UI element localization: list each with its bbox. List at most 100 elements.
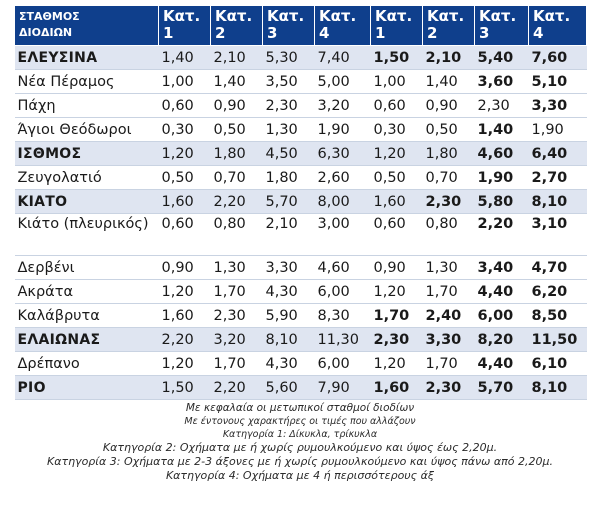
new-price-cell: 1,20 bbox=[370, 351, 423, 376]
kat-word: Κατ. bbox=[215, 7, 253, 25]
old-price-cell: 6,00 bbox=[314, 279, 371, 304]
old-price-cell: 3,50 bbox=[262, 69, 315, 94]
new-price-cell: 8,10 bbox=[528, 375, 587, 400]
old-price-cell: 1,60 bbox=[158, 303, 211, 328]
old-price-cell: 0,80 bbox=[210, 213, 263, 256]
new-price-cell: 11,50 bbox=[528, 327, 587, 352]
old-price-cell: 0,50 bbox=[158, 165, 211, 190]
new-price-cell: 2,70 bbox=[528, 165, 587, 190]
old-price-cell: 6,30 bbox=[314, 141, 371, 166]
new-price-cell: 0,90 bbox=[370, 255, 423, 280]
new-price-cell: 2,10 bbox=[422, 45, 475, 70]
old-price-cell: 1,20 bbox=[158, 141, 211, 166]
new-price-cell: 0,50 bbox=[422, 117, 475, 142]
old-price-cell: 0,30 bbox=[158, 117, 211, 142]
new-price-cell: 2,30 bbox=[370, 327, 423, 352]
kat-word: Κατ. bbox=[479, 7, 517, 25]
new-price-cell: 0,90 bbox=[422, 93, 475, 118]
table-row: Πάχη 0,60 0,90 2,30 3,20 0,60 0,90 2,30 3,30 bbox=[14, 93, 587, 118]
old-price-cell: 0,60 bbox=[158, 213, 211, 256]
old-price-cell: 5,00 bbox=[314, 69, 371, 94]
old-price-cell: 0,90 bbox=[210, 93, 263, 118]
old-price-cell: 1,90 bbox=[314, 117, 371, 142]
footnote-uppercase: Με κεφαλαία οι μετωπικοί σταθμοί διοδίων bbox=[185, 402, 415, 414]
new-price-cell: 8,20 bbox=[474, 327, 529, 352]
kat-number: 1 bbox=[375, 24, 386, 42]
table-row: ΕΛΕΥΣΙΝΑ 1,40 2,10 5,30 7,40 1,50 2,10 5,40 7,60 bbox=[14, 45, 587, 70]
station-name: Καλάβρυτα bbox=[14, 303, 159, 328]
old-price-cell: 0,70 bbox=[210, 165, 263, 190]
kat-word: Κατ. bbox=[163, 7, 201, 25]
new-price-cell: 1,20 bbox=[370, 279, 423, 304]
old-price-cell: 4,50 bbox=[262, 141, 315, 166]
new-price-cell: 7,60 bbox=[528, 45, 587, 70]
new-price-cell: 2,30 bbox=[422, 375, 475, 400]
kat-word: Κατ. bbox=[375, 7, 413, 25]
old-price-cell: 4,30 bbox=[262, 279, 315, 304]
old-price-cell: 2,30 bbox=[210, 303, 263, 328]
toll-price-table: ΣΤΑΘΜΟΣ ΔΙΟΔΙΩΝ Κατ. 1 Κατ. 2 Κατ. 3 Κατ. 4 … bbox=[14, 5, 587, 400]
new-price-cell: 1,60 bbox=[370, 189, 423, 214]
old-price-cell: 2,10 bbox=[262, 213, 315, 256]
old-price-cell: 2,60 bbox=[314, 165, 371, 190]
footnote-category-2: Κατηγορία 2: Οχήματα με ή χωρίς ρυμουλκο… bbox=[102, 441, 498, 454]
table-row: Δρέπανο 1,20 1,70 4,30 6,00 1,20 1,70 4,40 6,10 bbox=[14, 351, 587, 376]
table-row: Δερβένι 0,90 1,30 3,30 4,60 0,90 1,30 3,40 4,70 bbox=[14, 255, 587, 280]
new-price-cell: 2,30 bbox=[474, 93, 529, 118]
old-price-cell: 1,70 bbox=[210, 351, 263, 376]
table-row: ΡΙΟ 1,50 2,20 5,60 7,90 1,60 2,30 5,70 8,10 bbox=[14, 375, 587, 400]
new-price-cell: 1,80 bbox=[422, 141, 475, 166]
kat-word: Κατ. bbox=[427, 7, 465, 25]
table-header-row: ΣΤΑΘΜΟΣ ΔΙΟΔΙΩΝ Κατ. 1 Κατ. 2 Κατ. 3 Κατ. 4 … bbox=[14, 5, 587, 46]
new-price-cell: 2,20 bbox=[474, 213, 529, 256]
station-name: Άγιοι Θεόδωροι bbox=[14, 117, 159, 142]
new-price-cell: 1,40 bbox=[422, 69, 475, 94]
new-price-cell: 3,30 bbox=[422, 327, 475, 352]
old-price-cell: 2,20 bbox=[210, 375, 263, 400]
old-price-cell: 3,00 bbox=[314, 213, 371, 256]
new-price-cell: 4,60 bbox=[474, 141, 529, 166]
new-price-cell: 8,50 bbox=[528, 303, 587, 328]
kat-number: 3 bbox=[479, 24, 490, 42]
table-row: Κιάτο (πλευρικός) 0,60 0,80 2,10 3,00 0,60 0,8… bbox=[14, 213, 587, 256]
old-price-cell: 1,00 bbox=[158, 69, 211, 94]
station-header-line2: ΔΙΟΔΙΩΝ bbox=[19, 26, 73, 39]
new-price-cell: 5,10 bbox=[528, 69, 587, 94]
station-name: Ακράτα bbox=[14, 279, 159, 304]
old-price-cell: 6,00 bbox=[314, 351, 371, 376]
category-header: Κατ. 2 bbox=[422, 5, 475, 46]
old-price-cell: 2,10 bbox=[210, 45, 263, 70]
new-price-cell: 3,40 bbox=[474, 255, 529, 280]
station-name: ΡΙΟ bbox=[14, 375, 159, 400]
category-header: Κατ. 3 bbox=[262, 5, 315, 46]
new-price-cell: 0,60 bbox=[370, 213, 423, 256]
table-row: Ζευγολατιό 0,50 0,70 1,80 2,60 0,50 0,70 1,90 2,… bbox=[14, 165, 587, 190]
station-name: Δρέπανο bbox=[14, 351, 159, 376]
category-header: Κατ. 1 bbox=[370, 5, 423, 46]
table-row: Νέα Πέραμος 1,00 1,40 3,50 5,00 1,00 1,40 3,60 5… bbox=[14, 69, 587, 94]
old-price-cell: 3,30 bbox=[262, 255, 315, 280]
old-price-cell: 1,80 bbox=[210, 141, 263, 166]
old-price-cell: 2,20 bbox=[210, 189, 263, 214]
new-price-cell: 1,90 bbox=[528, 117, 587, 142]
station-name: Ζευγολατιό bbox=[14, 165, 159, 190]
footnote-category-4: Κατηγορία 4: Οχήματα με 4 ή περισσότερου… bbox=[165, 469, 435, 482]
new-price-cell: 1,70 bbox=[422, 279, 475, 304]
new-price-cell: 6,00 bbox=[474, 303, 529, 328]
old-price-cell: 1,80 bbox=[262, 165, 315, 190]
old-price-cell: 2,20 bbox=[158, 327, 211, 352]
old-price-cell: 0,60 bbox=[158, 93, 211, 118]
table-row: Καλάβρυτα 1,60 2,30 5,90 8,30 1,70 2,40 6,00 8,5… bbox=[14, 303, 587, 328]
table-row: Άγιοι Θεόδωροι 0,30 0,50 1,30 1,90 0,30 0,50 1,… bbox=[14, 117, 587, 142]
old-price-cell: 7,90 bbox=[314, 375, 371, 400]
old-price-cell: 5,90 bbox=[262, 303, 315, 328]
old-price-cell: 1,40 bbox=[158, 45, 211, 70]
old-price-cell: 1,70 bbox=[210, 279, 263, 304]
old-price-cell: 8,00 bbox=[314, 189, 371, 214]
new-price-cell: 3,30 bbox=[528, 93, 587, 118]
old-price-cell: 5,70 bbox=[262, 189, 315, 214]
station-header-line1: ΣΤΑΘΜΟΣ bbox=[19, 10, 80, 23]
new-price-cell: 0,60 bbox=[370, 93, 423, 118]
category-header: Κατ. 3 bbox=[474, 5, 529, 46]
kat-number: 3 bbox=[267, 24, 278, 42]
